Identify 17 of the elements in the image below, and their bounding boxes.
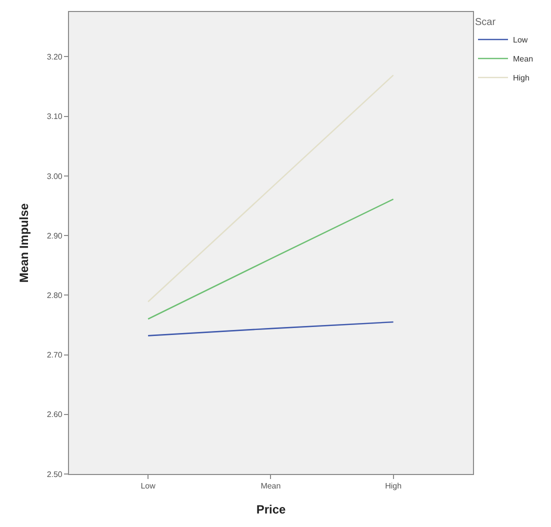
y-tick-label: 3.00 [46, 172, 63, 181]
y-tick-label: 2.90 [46, 231, 63, 240]
y-tick-label: 2.50 [46, 470, 63, 479]
x-tick-label: High [385, 482, 402, 491]
legend-label: Low [513, 36, 528, 45]
legend-label: Mean [513, 54, 534, 64]
legend-label: High [513, 74, 530, 83]
y-tick-label: 3.10 [46, 112, 63, 122]
y-tick-label: 2.70 [46, 350, 63, 360]
x-axis-title: Price [256, 502, 286, 516]
x-tick-label: Low [140, 482, 156, 491]
y-tick-label: 3.20 [46, 52, 63, 62]
y-tick-label: 2.60 [46, 410, 63, 420]
y-axis-title: Mean Impulse [17, 203, 32, 283]
x-tick-label: Mean [260, 482, 281, 491]
legend-title: Scar [475, 17, 496, 28]
y-tick-label: 2.80 [46, 290, 63, 300]
